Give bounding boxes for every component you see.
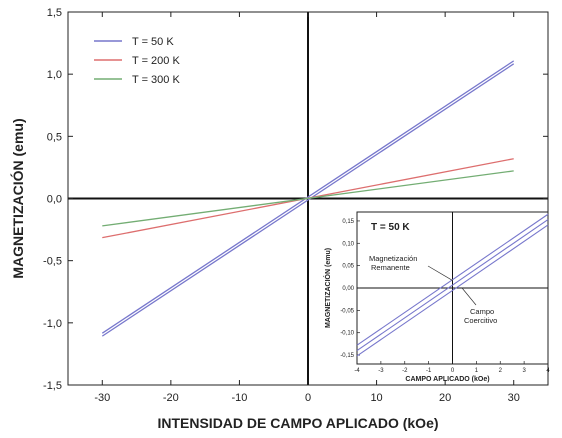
inset-y-tick-label: -0,10: [340, 331, 354, 337]
inset-x-tick-label: -4: [354, 368, 360, 374]
inset-title: T = 50 K: [371, 222, 410, 233]
inset-series-line-1: [356, 213, 549, 346]
inset-x-axis-title: CAMPO APLICADO (kOe): [405, 376, 489, 383]
y-tick-label: -1,0: [43, 318, 62, 330]
y-tick-label: 1,0: [47, 69, 62, 81]
inset-zero-axes: [357, 212, 548, 364]
main-y-axis-title: MAGNETIZACIÓN (emu): [9, 118, 26, 278]
inset-ticks: -4 -3 -2 -1 0 1 2 3 4 -0,15 -0,10 -0,05 0,00 0,05 0,10…: [340, 219, 550, 374]
inset-y-tick-label: 0,00: [342, 286, 354, 292]
inset-x-tick-label: -1: [426, 368, 432, 374]
annotation-remanente: Magnetización Remanente: [369, 254, 417, 272]
y-tick-label: 0,5: [47, 131, 62, 143]
main-ticks: -30 -20 -10 0 10 20 30-1,5-1,0-0,50,00,51,01,5: [43, 7, 548, 404]
annotation-coercitivo-line2: Coercitivo: [464, 316, 497, 325]
y-tick-label: -1,5: [43, 380, 62, 392]
series-t-300-k-line: [102, 170, 514, 227]
annotation-remanente-line1: Magnetización: [369, 254, 417, 263]
series-t-50-k-branch-down: [101, 63, 515, 337]
annotation-coercitivo-line1: Campo: [470, 307, 494, 316]
legend-label-t-300-k: T = 300 K: [132, 74, 180, 86]
main-plot: -30 -20 -10 0 10 20 30-1,5-1,0-0,50,00,51,01,5…: [9, 7, 549, 431]
legend: T = 50 K T = 200 K T = 300 K: [94, 36, 180, 86]
x-tick-label: -30: [94, 392, 110, 404]
inset-y-tick-label: -0,05: [340, 308, 354, 314]
inset-x-tick-label: 0: [451, 368, 455, 374]
inset-x-tick-label: 3: [522, 368, 526, 374]
inset-x-tick-label: 2: [499, 368, 503, 374]
annotation-remanente-line2: Remanente: [371, 263, 410, 272]
x-tick-label: 0: [305, 392, 311, 404]
annotation-coercitivo-arrow: [461, 287, 477, 306]
inset-plot: -4 -3 -2 -1 0 1 2 3 4 -0,15 -0,10 -0,05 0,00 0,05 0,10…: [323, 211, 550, 383]
legend-label-t-200-k: T = 200 K: [132, 55, 180, 67]
inset-x-tick-label: -3: [378, 368, 384, 374]
inset-y-axis-title: MAGNETIZACIÓN (emu): [323, 248, 332, 328]
inset-y-tick-label: 0,05: [342, 264, 354, 270]
y-tick-label: -0,5: [43, 256, 62, 268]
inset-series-line-2: [356, 219, 549, 352]
inset-x-tick-label: 1: [475, 368, 479, 374]
main-x-axis-title: INTENSIDAD DE CAMPO APLICADO (kOe): [157, 415, 438, 431]
y-tick-label: 0,0: [47, 194, 62, 206]
inset-y-tick-label: 0,10: [342, 241, 354, 247]
x-tick-label: -20: [163, 392, 179, 404]
x-tick-label: 20: [439, 392, 451, 404]
inset-y-tick-label: -0,15: [340, 353, 354, 359]
annotation-remanente-arrow: [427, 265, 453, 281]
main-series: [101, 60, 515, 337]
annotation-coercitivo: Campo Coercitivo: [464, 307, 497, 325]
legend-label-t-50-k: T = 50 K: [132, 36, 174, 48]
inset-annotations: Magnetización Remanente Campo Coercitivo: [369, 254, 497, 325]
x-tick-label: -10: [231, 392, 247, 404]
x-tick-label: 30: [508, 392, 520, 404]
series-t-50-k-branch-up: [101, 60, 515, 334]
inset-y-tick-label: 0,15: [342, 219, 354, 225]
inset-x-tick-label: 4: [546, 368, 550, 374]
y-tick-label: 1,5: [47, 7, 62, 19]
inset-x-tick-label: -2: [402, 368, 408, 374]
inset-series-line-3: [356, 224, 549, 357]
x-tick-label: 10: [370, 392, 382, 404]
inset-series: [356, 213, 549, 357]
